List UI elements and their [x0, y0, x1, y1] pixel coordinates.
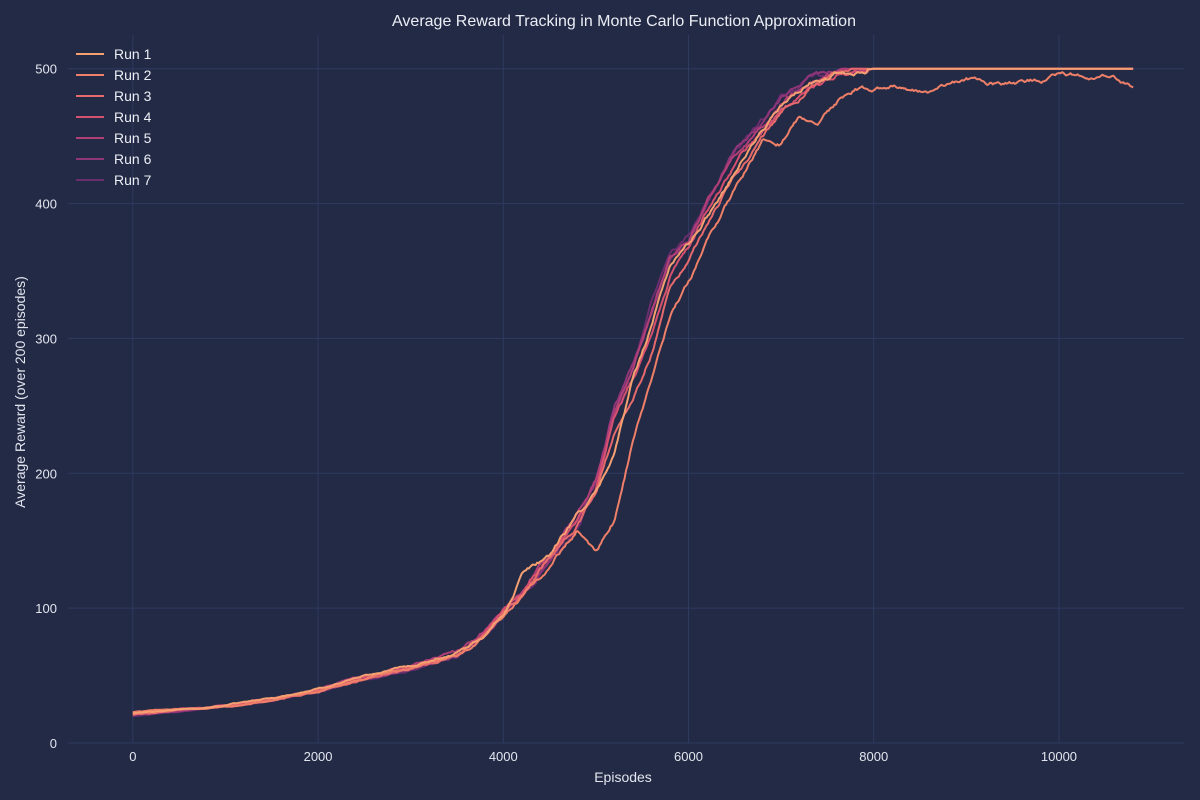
x-tick-label: 0 — [129, 749, 136, 764]
series-line-2 — [132, 71, 1134, 714]
chart-title: Average Reward Tracking in Monte Carlo F… — [392, 13, 856, 30]
x-axis-label: Episodes — [594, 769, 652, 785]
y-tick-label: 300 — [35, 331, 57, 346]
y-axis-label: Average Reward (over 200 episodes) — [12, 276, 28, 508]
legend-label: Run 5 — [114, 130, 152, 146]
x-axis-ticks: 0 2000 4000 6000 8000 10000 — [129, 749, 1077, 764]
legend-label: Run 3 — [114, 88, 152, 104]
legend-label: Run 6 — [114, 151, 152, 167]
y-tick-label: 200 — [35, 466, 57, 481]
y-tick-label: 100 — [35, 601, 57, 616]
x-tick-label: 8000 — [859, 749, 888, 764]
x-tick-label: 6000 — [674, 749, 703, 764]
legend-label: Run 7 — [114, 172, 152, 188]
y-tick-label: 400 — [35, 197, 57, 212]
legend: Run 1 Run 2 Run 3 Run 4 Run 5 Run 6 Run 7 — [76, 46, 152, 188]
y-axis-ticks: 0 100 200 300 400 500 — [35, 62, 57, 751]
y-tick-label: 500 — [35, 62, 57, 77]
y-tick-label: 0 — [50, 736, 57, 751]
series-line-1 — [132, 67, 1134, 715]
x-tick-label: 10000 — [1041, 749, 1077, 764]
legend-label: Run 4 — [114, 109, 152, 125]
x-tick-label: 4000 — [489, 749, 518, 764]
legend-label: Run 1 — [114, 46, 152, 62]
legend-label: Run 2 — [114, 67, 152, 83]
x-tick-label: 2000 — [304, 749, 333, 764]
series-layer — [132, 67, 1134, 718]
